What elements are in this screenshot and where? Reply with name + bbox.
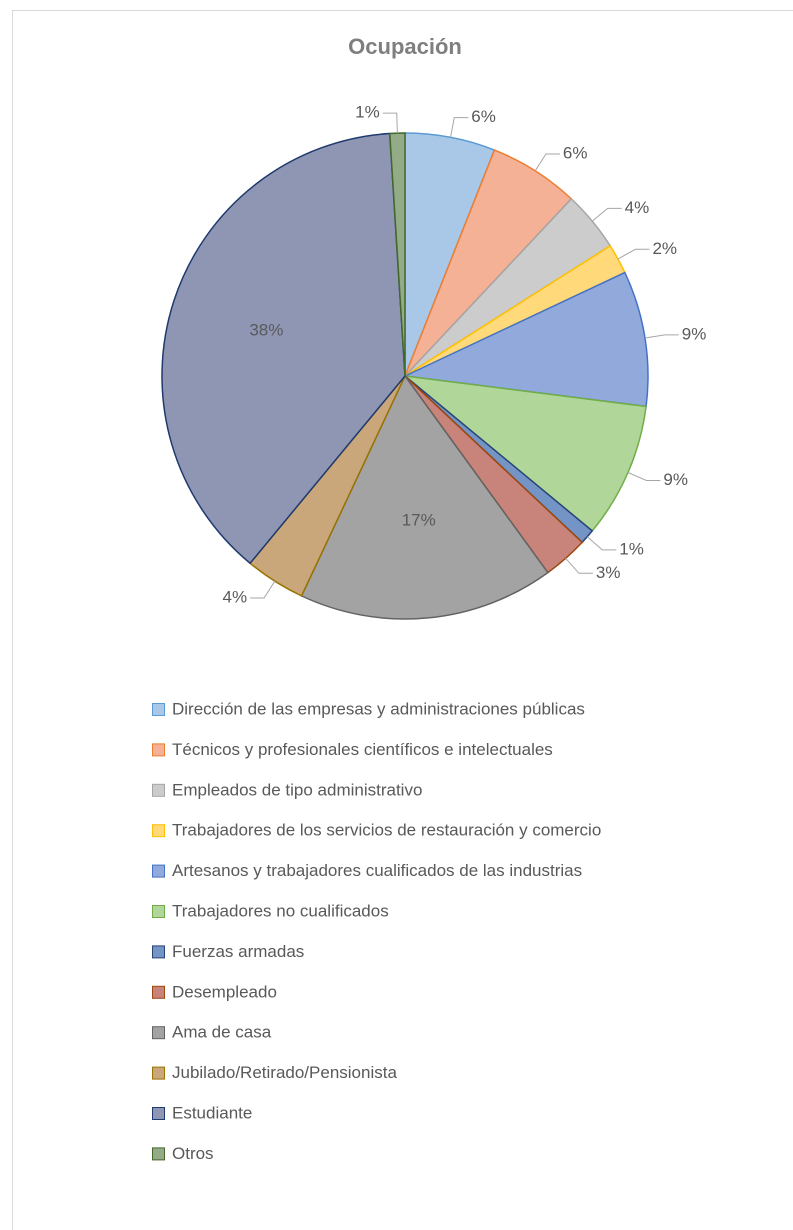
leader-line: [250, 580, 276, 599]
leader-line: [617, 248, 650, 260]
legend-label: Fuerzas armadas: [172, 942, 304, 961]
legend-label: Trabajadores de los servicios de restaur…: [172, 821, 601, 840]
data-label: 3%: [596, 563, 621, 582]
leader-line: [565, 557, 593, 574]
leader-line: [586, 536, 617, 551]
legend-swatch: [152, 1107, 165, 1120]
pie-slice: [161, 132, 406, 565]
legend-label: Dirección de las empresas y administraci…: [172, 699, 585, 718]
data-label: 9%: [663, 470, 688, 489]
legend-swatch: [152, 824, 165, 838]
data-label: 4%: [625, 198, 650, 217]
pie-slice: [402, 271, 649, 408]
legend-swatch: [152, 703, 165, 716]
legend-swatch: [152, 945, 165, 959]
data-label: 17%: [402, 511, 436, 530]
legend-label: Otros: [172, 1144, 214, 1163]
leader-line: [382, 112, 398, 134]
data-label: 6%: [563, 143, 588, 162]
pie-slice: [388, 132, 406, 377]
data-label: 4%: [222, 588, 247, 607]
legend-swatch: [152, 864, 165, 878]
legend-swatch: [152, 743, 165, 757]
legend-swatch: [152, 1147, 165, 1161]
legend-label: Trabajadores no cualificados: [172, 901, 389, 920]
legend-label: Estudiante: [172, 1103, 252, 1122]
pie-slice: [300, 374, 549, 620]
legend-swatch: [152, 783, 165, 797]
data-label: 1%: [619, 539, 644, 558]
legend-label: Técnicos y profesionales científicos e i…: [172, 740, 553, 759]
data-label: 6%: [471, 107, 496, 126]
pie-slice: [402, 374, 647, 532]
legend-swatch: [152, 905, 165, 918]
legend-swatch: [152, 1066, 165, 1080]
legend-label: Jubilado/Retirado/Pensionista: [172, 1063, 397, 1082]
leader-line: [627, 472, 661, 481]
legend-label: Artesanos y trabajadores cualificados de…: [172, 861, 582, 880]
leader-line: [591, 207, 622, 222]
chart-title: Ocupación: [348, 34, 462, 59]
data-label: 1%: [355, 103, 380, 122]
data-label: 38%: [249, 320, 283, 339]
leader-line: [644, 334, 679, 339]
leader-line: [534, 153, 560, 172]
data-label: 2%: [652, 239, 677, 258]
legend-swatch: [152, 1026, 165, 1040]
leader-line: [450, 117, 469, 138]
data-label: 9%: [682, 324, 707, 343]
legend-label: Desempleado: [172, 982, 277, 1001]
legend-swatch: [152, 985, 165, 999]
legend-label: Empleados de tipo administrativo: [172, 780, 422, 799]
legend-label: Ama de casa: [172, 1023, 272, 1042]
